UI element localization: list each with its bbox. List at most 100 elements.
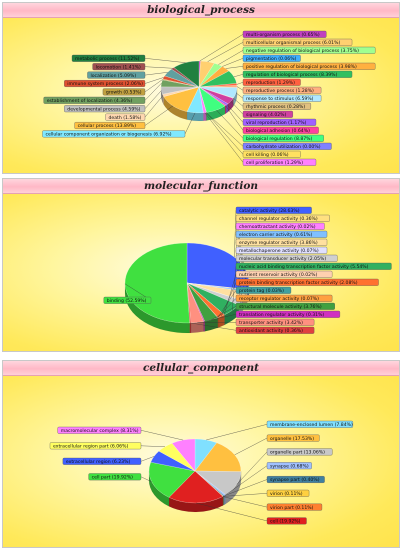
macromolecular-complex-label-box [57,426,142,434]
receptor-regulator-activity-label-box [235,294,333,302]
cellular-component-macromolecular-complex-slice [171,438,196,472]
negative-regulation-of-biological-process-label: negative regulation of biological proces… [246,48,359,54]
membrane-enclosed-lumen-leader-line [206,424,268,441]
virion-part-label-box [266,503,323,511]
localization-leader-line [144,72,168,76]
regulation-of-biological-process-leader-line [233,74,244,77]
synapse-label-box [266,462,312,470]
multicellular-organismal-process-leader-line [207,42,244,62]
synapse-part-leader-line [223,479,268,497]
cell-killing-label: cell killing (0.06%) [246,152,289,158]
organelle-label: organelle (17.53%) [270,436,314,442]
translation-regulator-activity-label-box [235,310,341,318]
cc-panel: cellular_component macromolecular comple… [2,360,400,548]
carbohydrate-utilization-label: carbohydrate utilization (0.00%) [246,144,321,150]
cellular-component-organization-or-biogenesis-label: cellular component organization or bioge… [45,132,171,138]
metallochaperone-activity-label: metallochaperone activity (0.07%) [239,248,319,254]
electron-carrier-activity-label-box [235,230,328,238]
positive-regulation-of-biological-process-leader-line [225,66,244,69]
establishment-of-localization-label: establishment of localization (4.36%) [47,98,133,104]
structural-molecule-activity-label-box [235,302,335,310]
developmental-process-label: developmental process (4.59%) [67,106,140,112]
viral-reproduction-label-box [242,118,317,126]
metabolic-process-label-box [71,54,146,62]
extracellular-region-part-label-box [49,442,142,450]
multi-organism-process-leader-line [199,34,244,62]
signaling-label: signaling (4.02%) [246,112,287,118]
metabolic-process-leader-line [144,58,186,63]
extracellular-region-part-leader-line [140,445,165,447]
protein-binding-transcription-factor-activity-label-box [235,278,379,286]
molecular-transducer-activity-label-box [235,254,338,262]
establishment-of-localization-leader-line [144,83,162,101]
membrane-enclosed-lumen-label-box [266,420,354,428]
regulation-of-biological-process-label-box [242,70,353,78]
biological-regulation-label: biological regulation (8.87%) [246,136,313,142]
localization-label-box [87,71,146,79]
pigmentation-label: pigmentation (0.06%) [246,56,297,62]
cell-proliferation-leader-line [204,112,244,163]
mf-panel: molecular_function binding (52.59%) catal… [2,178,400,352]
pigmentation-leader-line [222,58,244,67]
cellular-process-label-box [74,122,146,129]
channel-regulator-activity-label: channel regulator activity (0.36%) [239,216,318,222]
cell-killing-leader-line [205,112,244,155]
bp-panel: biological_process metabolic process (11… [2,2,400,174]
enzyme-regulator-activity-label-box [235,238,328,246]
immune-system-process-leader-line [144,77,164,84]
bp-pie-chart: metabolic process (11.52%) locomotion (1.… [42,30,376,166]
channel-regulator-activity-label-box [235,214,330,222]
molecular-function-antioxidant-activity-wall [189,322,192,334]
rhythmic-process-label: rhythmic process (0.28%) [246,104,305,110]
metabolic-process-label: metabolic process (11.52%) [75,56,140,62]
biological-process-metabolic-process-slice [173,60,200,88]
negative-regulation-of-biological-process-label-box [242,46,376,54]
mf-title: molecular_function [143,180,259,192]
multicellular-organismal-process-label: multicellular organismal process (6.01%) [246,40,340,46]
electron-carrier-activity-label: electron carrier activity (0.61%) [239,232,312,238]
multicellular-organismal-process-label-box [242,38,353,46]
organelle-part-label: organelle part (13.06%) [270,450,325,456]
translation-regulator-activity-leader-line [204,314,237,322]
channel-regulator-activity-leader-line [235,218,249,290]
virion-leader-line [222,493,268,497]
synapse-part-label-box [266,476,325,483]
immune-system-process-label: immune system process (2.06%) [67,81,143,87]
reproductive-process-label: reproductive process (1.28%) [246,88,314,94]
binding-label: binding (52.59%) [107,298,147,304]
viral-reproduction-label: viral reproduction (1.17%) [246,120,307,126]
immune-system-process-label-box [64,80,146,87]
organelle-part-label-box [266,448,333,456]
developmental-process-leader-line [144,90,162,109]
cellular-component-organization-or-biogenesis-label-box [42,130,186,138]
reproductive-process-label-box [242,86,322,94]
nucleic-acid-binding-transcription-factor-activity-leader-line [232,266,237,311]
protein-tag-leader-line [217,290,237,318]
synapse-leader-line [224,465,268,496]
biological-adhesion-leader-line [225,105,244,131]
bp-title: biological_process [147,4,255,16]
biological-regulation-leader-line [216,109,244,139]
locomotion-label-box [92,63,146,71]
structural-molecule-activity-leader-line [211,306,237,320]
transporter-activity-label: transporter activity (3.42%) [239,320,303,326]
nutrient-reservoir-activity-label-box [235,270,333,278]
cc-title: cellular_component [143,362,259,374]
organelle-label-box [266,434,320,442]
translation-regulator-activity-label: translation regulator activity (0.31%) [239,312,324,318]
organelle-leader-line [234,437,268,455]
response-to-stimulus-label: response to stimulus (6.59%) [246,96,314,102]
extracellular-region-label: extracellular region (6.23%) [66,459,131,465]
biological-adhesion-label: biological adhesion (0.64%) [246,128,310,134]
regulation-of-biological-process-label: regulation of biological process (8.39%) [246,72,338,78]
protein-tag-label: protein tag (0.03%) [239,288,284,294]
nucleic-acid-binding-transcription-factor-activity-label: nucleic acid binding transcription facto… [239,264,369,270]
developmental-process-label-box [64,105,146,113]
catalytic-activity-leader-line [234,210,237,258]
pigmentation-label-box [242,54,301,62]
establishment-of-localization-label-box [43,96,146,104]
macromolecular-complex-label: macromolecular complex (8.31%) [61,428,139,434]
protein-binding-transcription-factor-activity-leader-line [221,282,237,317]
carbohydrate-utilization-label-box [242,142,332,150]
mf-pie-chart: binding (52.59%) catalytic activity (28.6… [103,206,392,334]
